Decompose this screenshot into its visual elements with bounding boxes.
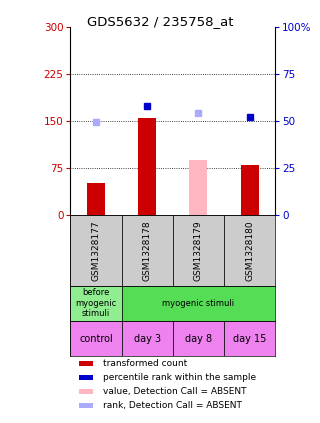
Text: myogenic stimuli: myogenic stimuli <box>162 299 235 308</box>
Text: before
myogenic
stimuli: before myogenic stimuli <box>76 288 116 318</box>
Text: control: control <box>79 334 113 343</box>
Bar <box>241 165 259 215</box>
Bar <box>189 160 207 215</box>
Text: day 15: day 15 <box>233 334 266 343</box>
Bar <box>70 215 122 286</box>
Bar <box>173 215 224 286</box>
Bar <box>70 286 122 321</box>
Bar <box>224 215 275 286</box>
Text: day 3: day 3 <box>134 334 161 343</box>
Bar <box>224 321 275 356</box>
Bar <box>79 375 93 380</box>
Bar <box>122 286 275 321</box>
Text: percentile rank within the sample: percentile rank within the sample <box>103 373 256 382</box>
Bar <box>70 321 122 356</box>
Text: GDS5632 / 235758_at: GDS5632 / 235758_at <box>87 15 233 28</box>
Bar <box>87 183 105 215</box>
Bar <box>138 118 156 215</box>
Bar <box>79 361 93 366</box>
Text: value, Detection Call = ABSENT: value, Detection Call = ABSENT <box>103 387 247 396</box>
Text: day 8: day 8 <box>185 334 212 343</box>
Bar <box>79 403 93 408</box>
Text: GSM1328177: GSM1328177 <box>92 220 100 281</box>
Text: transformed count: transformed count <box>103 359 188 368</box>
Text: GSM1328180: GSM1328180 <box>245 220 254 281</box>
Text: GSM1328178: GSM1328178 <box>143 220 152 281</box>
Bar <box>122 321 173 356</box>
Bar <box>79 389 93 394</box>
Bar <box>122 215 173 286</box>
Text: rank, Detection Call = ABSENT: rank, Detection Call = ABSENT <box>103 401 242 410</box>
Text: GSM1328179: GSM1328179 <box>194 220 203 281</box>
Bar <box>173 321 224 356</box>
